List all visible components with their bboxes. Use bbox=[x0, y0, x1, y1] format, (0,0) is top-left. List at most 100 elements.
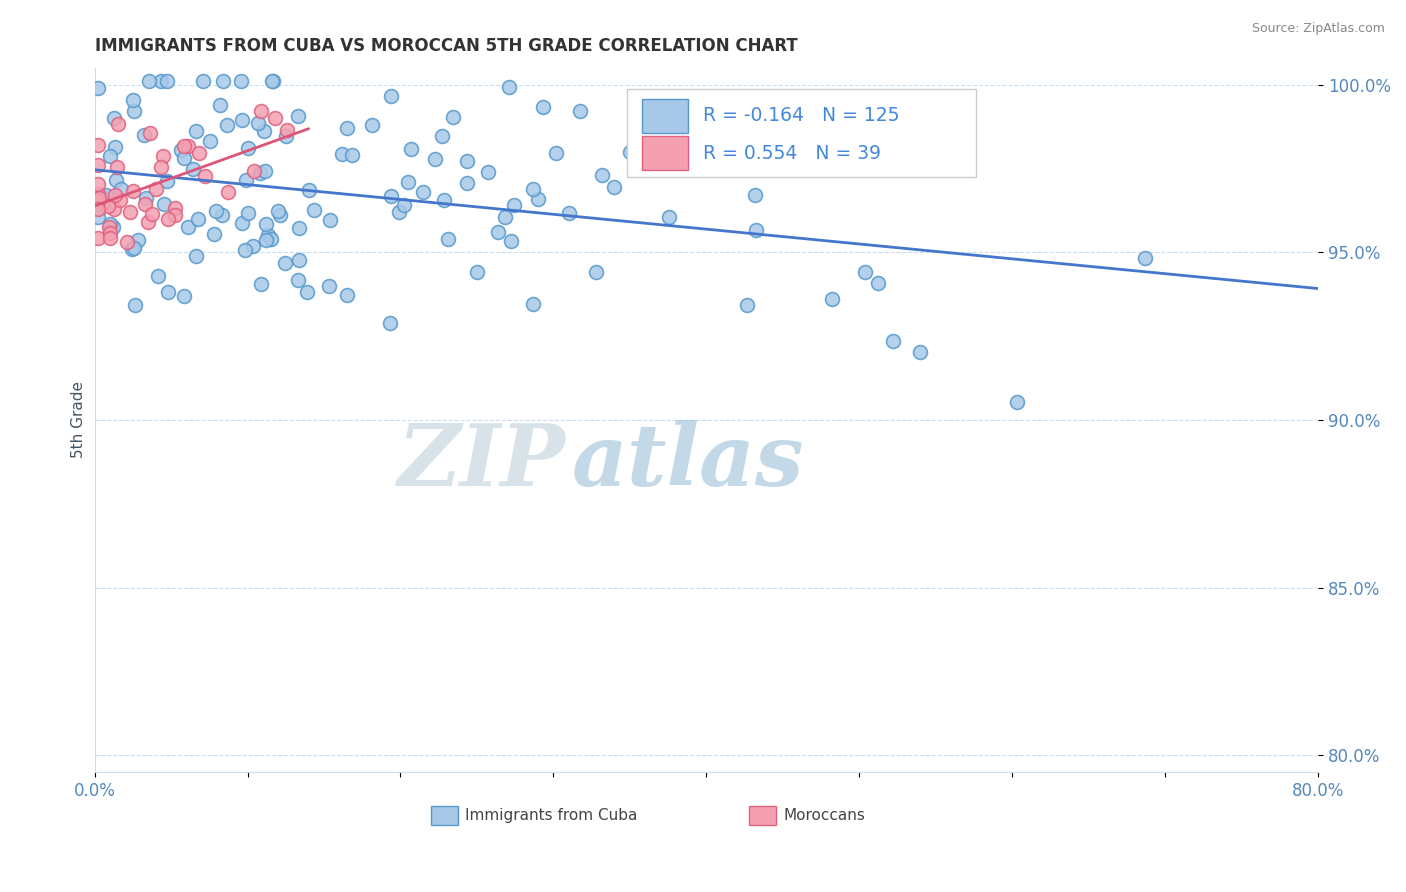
Point bbox=[187, 146, 209, 161]
Point bbox=[186, 249, 208, 263]
Point bbox=[173, 139, 195, 153]
Point bbox=[134, 196, 156, 211]
Point bbox=[122, 93, 145, 107]
Point bbox=[437, 232, 460, 246]
Point bbox=[267, 204, 290, 219]
Point bbox=[110, 182, 132, 196]
Point bbox=[253, 123, 276, 137]
Point bbox=[86, 202, 108, 216]
Point bbox=[104, 187, 127, 202]
Point bbox=[522, 182, 544, 196]
Point bbox=[591, 168, 613, 182]
FancyBboxPatch shape bbox=[641, 136, 688, 170]
Point bbox=[100, 226, 122, 240]
Point bbox=[287, 109, 309, 123]
Point bbox=[287, 253, 309, 268]
Point bbox=[853, 265, 876, 279]
Point bbox=[121, 242, 143, 256]
Point bbox=[87, 231, 110, 245]
Point bbox=[86, 211, 108, 225]
Point bbox=[264, 111, 287, 125]
Point bbox=[156, 74, 179, 88]
Point bbox=[157, 212, 180, 227]
Point bbox=[108, 193, 131, 207]
Point bbox=[465, 265, 488, 279]
Point bbox=[215, 119, 238, 133]
Point bbox=[380, 89, 402, 103]
Point bbox=[603, 179, 626, 194]
Point bbox=[107, 160, 129, 174]
Point bbox=[866, 277, 889, 291]
FancyBboxPatch shape bbox=[627, 89, 976, 178]
Point bbox=[318, 278, 340, 293]
Point bbox=[433, 193, 456, 207]
Point bbox=[86, 138, 108, 153]
Point bbox=[298, 183, 321, 197]
Text: Moroccans: Moroccans bbox=[783, 808, 866, 823]
Y-axis label: 5th Grade: 5th Grade bbox=[72, 382, 86, 458]
Point bbox=[153, 197, 176, 211]
Point bbox=[235, 172, 257, 186]
Point bbox=[152, 148, 174, 162]
Point bbox=[330, 147, 353, 161]
Point bbox=[399, 142, 422, 156]
Point bbox=[557, 206, 579, 220]
Point bbox=[187, 211, 209, 226]
Point bbox=[103, 219, 125, 234]
Point bbox=[619, 145, 641, 159]
Point bbox=[150, 160, 173, 174]
Point bbox=[163, 208, 186, 222]
Point bbox=[1007, 394, 1029, 409]
Point bbox=[200, 134, 222, 148]
Point bbox=[204, 227, 226, 241]
Text: R = 0.554   N = 39: R = 0.554 N = 39 bbox=[703, 144, 880, 162]
Point bbox=[136, 215, 159, 229]
Point bbox=[86, 187, 108, 202]
Point bbox=[149, 74, 172, 88]
Point bbox=[118, 204, 141, 219]
Point bbox=[87, 191, 110, 205]
Point bbox=[254, 218, 277, 232]
Point bbox=[527, 192, 550, 206]
Point bbox=[98, 231, 121, 245]
Point bbox=[456, 176, 478, 190]
Point bbox=[181, 162, 204, 177]
Point bbox=[276, 122, 298, 136]
Point bbox=[262, 74, 284, 88]
Point bbox=[501, 235, 523, 249]
Point bbox=[194, 169, 217, 184]
Point bbox=[494, 210, 516, 224]
Point bbox=[585, 265, 607, 279]
Point bbox=[441, 110, 464, 124]
Point bbox=[262, 74, 284, 88]
Point bbox=[103, 111, 125, 125]
Point bbox=[498, 79, 520, 94]
Point bbox=[685, 137, 707, 152]
Point bbox=[544, 145, 567, 160]
Point bbox=[287, 273, 309, 287]
Point bbox=[233, 243, 256, 257]
Point bbox=[531, 100, 554, 114]
Point bbox=[288, 220, 311, 235]
Point bbox=[205, 204, 228, 219]
Point bbox=[486, 225, 509, 239]
Point bbox=[122, 103, 145, 118]
Point bbox=[396, 175, 419, 189]
Point bbox=[94, 187, 117, 202]
Point bbox=[297, 285, 319, 299]
Point bbox=[173, 289, 195, 303]
Point bbox=[87, 158, 110, 172]
Point bbox=[908, 344, 931, 359]
FancyBboxPatch shape bbox=[749, 806, 776, 825]
Point bbox=[745, 223, 768, 237]
Point bbox=[98, 218, 121, 232]
Point bbox=[134, 128, 156, 142]
Point bbox=[127, 233, 149, 247]
Point bbox=[249, 277, 271, 292]
Point bbox=[86, 194, 108, 208]
Point bbox=[456, 153, 478, 168]
Point bbox=[146, 268, 169, 283]
Point bbox=[735, 298, 758, 312]
Point bbox=[941, 127, 963, 141]
Point bbox=[432, 128, 454, 143]
